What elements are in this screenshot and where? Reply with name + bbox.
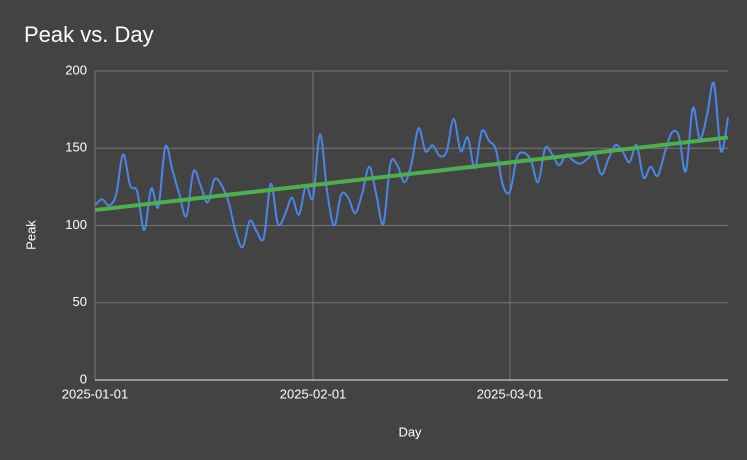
x-axis-label: Day (398, 424, 422, 439)
y-tick-label: 150 (65, 140, 87, 155)
y-tick-label: 100 (65, 217, 87, 232)
y-tick-label: 50 (73, 294, 87, 309)
x-tick-label: 2025-03-01 (477, 386, 544, 401)
trendline (94, 135, 729, 213)
chart-title: Peak vs. Day (24, 22, 154, 47)
y-tick-label: 200 (65, 62, 87, 77)
x-tick-label: 2025-02-01 (280, 386, 347, 401)
y-axis-label: Peak (23, 220, 38, 250)
x-tick-label: 2025-01-01 (62, 386, 129, 401)
data-line (94, 81, 729, 249)
y-tick-label: 0 (80, 371, 87, 386)
